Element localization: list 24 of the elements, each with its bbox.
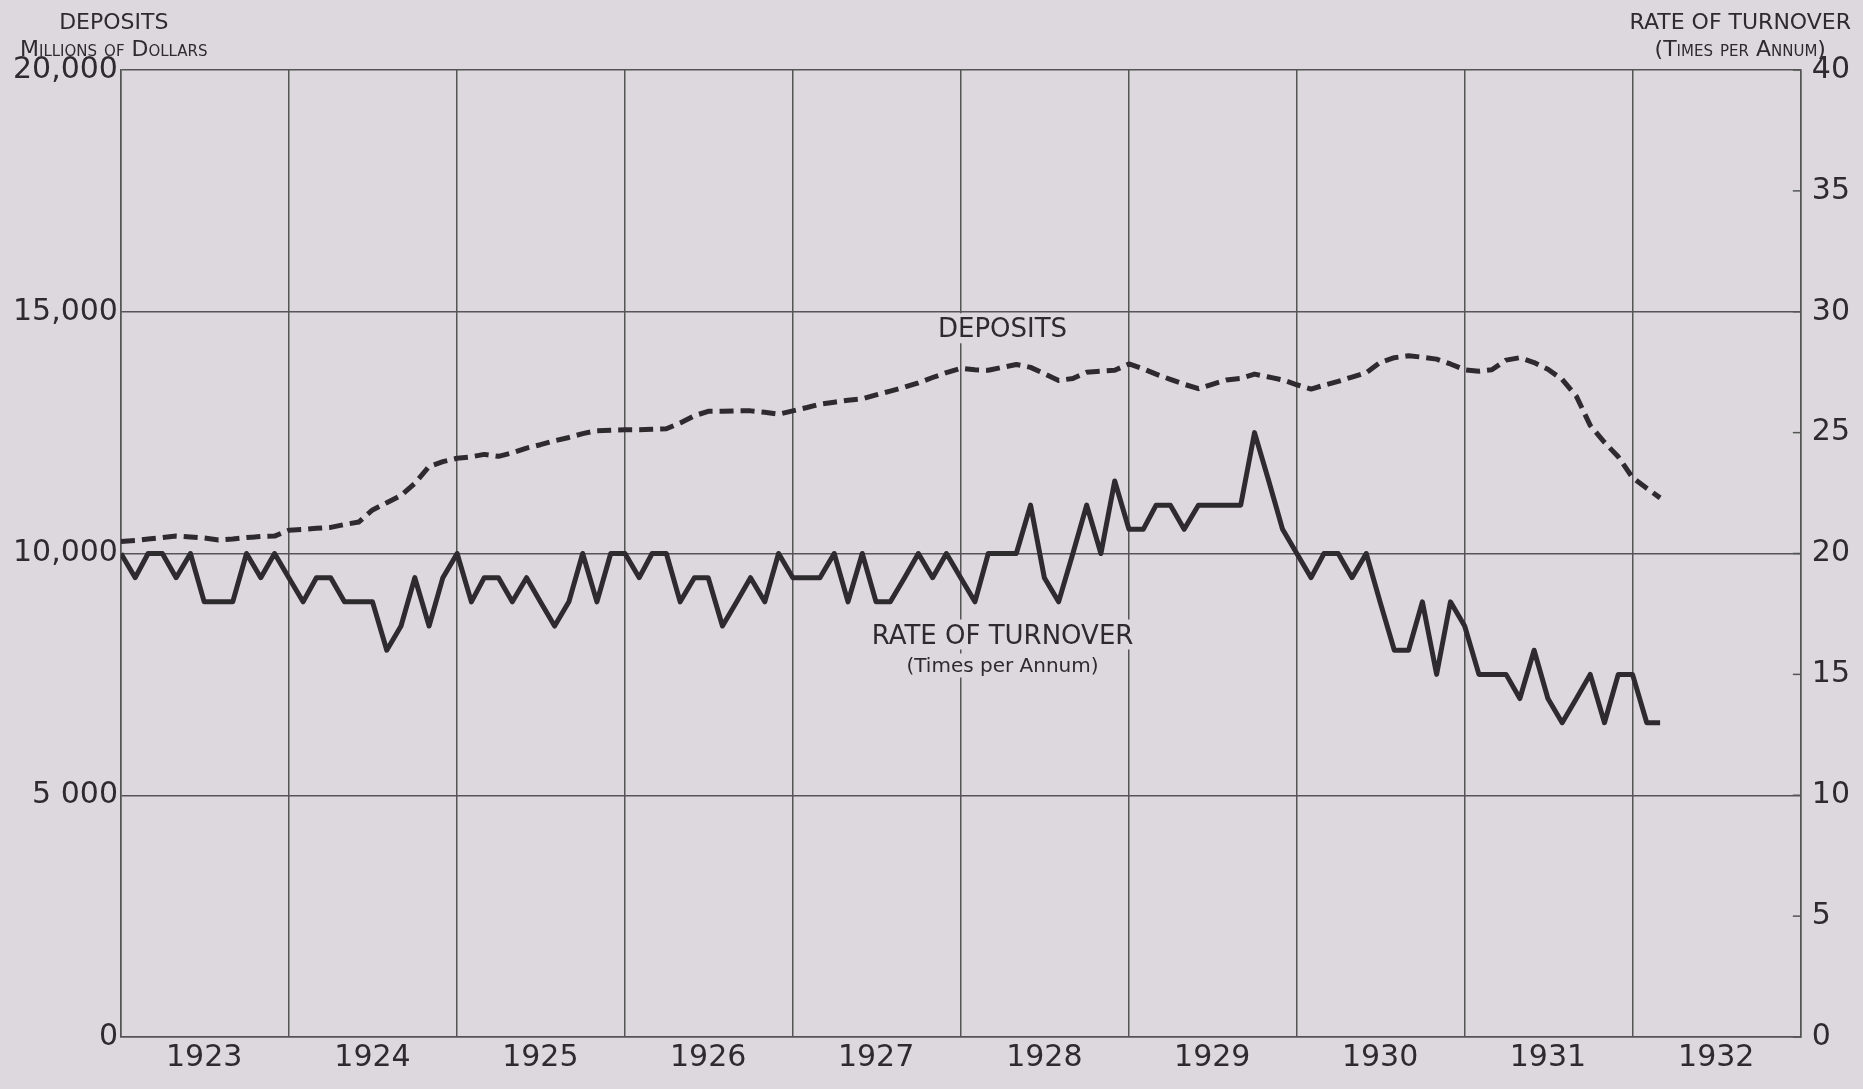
x-tick-label: 1929 [1174,1037,1251,1073]
y2-tick-label: 10 [1811,775,1851,811]
x-tick-label: 1930 [1341,1037,1419,1073]
series-label: RATE OF TURNOVER (Times per Annum) [871,619,1134,677]
y2-tick-label: 5 [1811,895,1831,931]
x-tick-label: 1924 [334,1037,411,1073]
y-tick-label: 10,000 [12,533,118,569]
x-tick-label: 1932 [1678,1037,1755,1073]
y2-tick-label: 15 [1811,654,1851,690]
y2-tick-label: 25 [1811,412,1851,448]
y-tick-label: 0 [98,1016,118,1052]
y2-tick-label: 20 [1811,533,1851,569]
x-tick-label: 1926 [670,1037,747,1073]
y-tick-label: 5 000 [32,775,118,811]
y2-tick-label: 0 [1811,1016,1831,1052]
y2-tick-label: 35 [1811,170,1851,206]
y-tick-label: 15,000 [12,291,118,327]
x-tick-label: 1925 [502,1037,579,1073]
x-tick-label: 1928 [1006,1037,1083,1073]
x-tick-label: 1927 [837,1037,915,1073]
series-label: DEPOSITS [937,313,1068,344]
x-tick-label: 1923 [166,1037,243,1073]
y2-tick-label: 30 [1811,291,1851,327]
x-tick-label: 1931 [1509,1037,1587,1073]
